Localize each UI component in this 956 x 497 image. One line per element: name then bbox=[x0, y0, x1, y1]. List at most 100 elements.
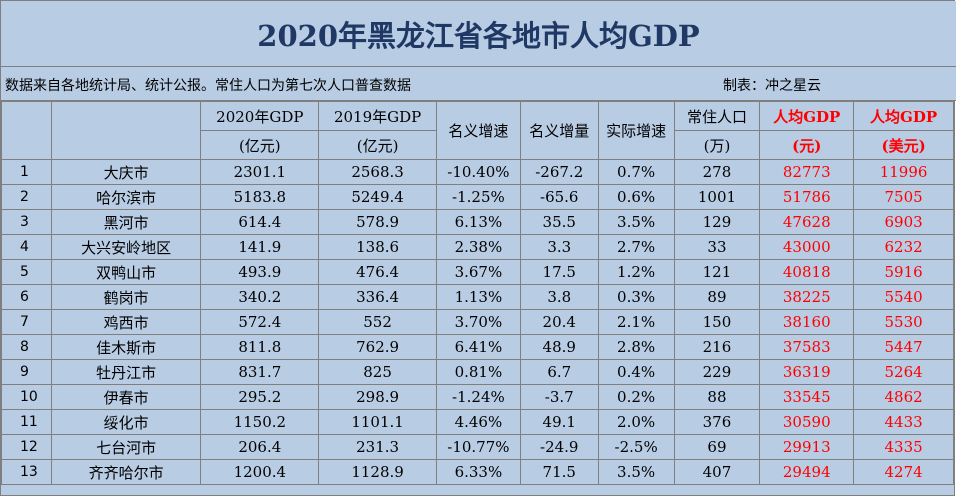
gdp2020-cell: 831.7 bbox=[200, 359, 320, 385]
gdp2020-cell: 141.9 bbox=[200, 234, 320, 260]
nominal-rate-cell: 4.46% bbox=[435, 409, 521, 435]
gdp2019-cell: 138.6 bbox=[318, 234, 437, 260]
per-capita-usd-cell: 4335 bbox=[853, 434, 954, 460]
table-row: 11 绥化市 1150.2 1101.1 4.46% 49.1 2.0% 376 30590 44… bbox=[1, 409, 954, 435]
per-capita-cny-cell: 47628 bbox=[759, 209, 855, 235]
population-cell: 216 bbox=[673, 334, 761, 360]
rank-cell: 13 bbox=[1, 459, 52, 485]
nominal-rate-cell: 3.70% bbox=[435, 309, 521, 335]
rank-cell: 1 bbox=[1, 159, 52, 185]
rank-cell: 9 bbox=[1, 359, 52, 385]
rank-cell: 5 bbox=[1, 259, 52, 285]
gdp2019-cell: 336.4 bbox=[318, 284, 437, 310]
city-cell: 鹤岗市 bbox=[50, 284, 202, 310]
nominal-increase-cell: 3.8 bbox=[519, 284, 599, 310]
population-cell: 376 bbox=[673, 409, 761, 435]
population-cell: 69 bbox=[673, 434, 761, 460]
gdp2020-cell: 5183.8 bbox=[200, 184, 320, 210]
gdp2019-cell: 552 bbox=[318, 309, 437, 335]
header-per-capita-cny-unit: (元) bbox=[759, 130, 855, 160]
nominal-rate-cell: 6.41% bbox=[435, 334, 521, 360]
per-capita-cny-cell: 36319 bbox=[759, 359, 855, 385]
gdp2019-cell: 1101.1 bbox=[318, 409, 437, 435]
gdp2020-cell: 493.9 bbox=[200, 259, 320, 285]
table-row: 3 黑河市 614.4 578.9 6.13% 35.5 3.5% 129 47628 6903 bbox=[1, 209, 954, 235]
gdp2019-cell: 2568.3 bbox=[318, 159, 437, 185]
real-rate-cell: 0.7% bbox=[597, 159, 675, 185]
real-rate-cell: 2.0% bbox=[597, 409, 675, 435]
city-cell: 黑河市 bbox=[50, 209, 202, 235]
maker-note: 制表：冲之星云 bbox=[723, 78, 821, 94]
rank-cell: 4 bbox=[1, 234, 52, 260]
header-per-capita-usd: 人均GDP bbox=[853, 101, 954, 131]
header-gdp2019: 2019年GDP bbox=[318, 101, 437, 131]
rank-cell: 2 bbox=[1, 184, 52, 210]
per-capita-cny-cell: 51786 bbox=[759, 184, 855, 210]
nominal-rate-cell: -1.24% bbox=[435, 384, 521, 410]
per-capita-cny-cell: 29913 bbox=[759, 434, 855, 460]
rank-cell: 10 bbox=[1, 384, 52, 410]
city-cell: 伊春市 bbox=[50, 384, 202, 410]
nominal-rate-cell: 2.38% bbox=[435, 234, 521, 260]
table-body: 1 大庆市 2301.1 2568.3 -10.40% -267.2 0.7% 278 8277… bbox=[1, 159, 954, 485]
header-row-1: 2020年GDP 2019年GDP 名义增速 名义增量 实际增速 常住人口 人均… bbox=[1, 101, 954, 160]
per-capita-usd-cell: 11996 bbox=[853, 159, 954, 185]
gdp2020-cell: 572.4 bbox=[200, 309, 320, 335]
per-capita-usd-cell: 5447 bbox=[853, 334, 954, 360]
nominal-increase-cell: 48.9 bbox=[519, 334, 599, 360]
real-rate-cell: 0.2% bbox=[597, 384, 675, 410]
table-row: 2 哈尔滨市 5183.8 5249.4 -1.25% -65.6 0.6% 1001 5178… bbox=[1, 184, 954, 210]
city-cell: 双鸭山市 bbox=[50, 259, 202, 285]
real-rate-cell: -2.5% bbox=[597, 434, 675, 460]
title-bar: 2020年黑龙江省各地市人均GDP bbox=[1, 1, 956, 67]
per-capita-cny-cell: 40818 bbox=[759, 259, 855, 285]
per-capita-usd-cell: 5530 bbox=[853, 309, 954, 335]
table-row: 7 鸡西市 572.4 552 3.70% 20.4 2.1% 150 38160 5530 bbox=[1, 309, 954, 335]
gdp2020-cell: 295.2 bbox=[200, 384, 320, 410]
page-title: 2020年黑龙江省各地市人均GDP bbox=[257, 18, 700, 53]
city-cell: 佳木斯市 bbox=[50, 334, 202, 360]
table-row: 5 双鸭山市 493.9 476.4 3.67% 17.5 1.2% 121 40818 5916 bbox=[1, 259, 954, 285]
gdp2019-cell: 762.9 bbox=[318, 334, 437, 360]
city-cell: 大兴安岭地区 bbox=[50, 234, 202, 260]
rank-cell: 7 bbox=[1, 309, 52, 335]
source-note: 数据来自各地统计局、统计公报。常住人口为第七次人口普查数据 bbox=[5, 78, 411, 94]
population-cell: 88 bbox=[673, 384, 761, 410]
header-gdp2019-unit: (亿元) bbox=[318, 130, 437, 160]
per-capita-usd-cell: 4274 bbox=[853, 459, 954, 485]
per-capita-usd-cell: 5540 bbox=[853, 284, 954, 310]
gdp2020-cell: 206.4 bbox=[200, 434, 320, 460]
header-population: 常住人口 bbox=[673, 101, 761, 131]
rank-cell: 6 bbox=[1, 284, 52, 310]
population-cell: 121 bbox=[673, 259, 761, 285]
per-capita-usd-cell: 5916 bbox=[853, 259, 954, 285]
city-cell: 齐齐哈尔市 bbox=[50, 459, 202, 485]
real-rate-cell: 3.5% bbox=[597, 209, 675, 235]
nominal-increase-cell: -65.6 bbox=[519, 184, 599, 210]
real-rate-cell: 2.8% bbox=[597, 334, 675, 360]
per-capita-cny-cell: 38225 bbox=[759, 284, 855, 310]
gdp2019-cell: 231.3 bbox=[318, 434, 437, 460]
gdp2020-cell: 811.8 bbox=[200, 334, 320, 360]
table-row: 8 佳木斯市 811.8 762.9 6.41% 48.9 2.8% 216 37583 5447 bbox=[1, 334, 954, 360]
gdp2019-cell: 298.9 bbox=[318, 384, 437, 410]
source-bar: 数据来自各地统计局、统计公报。常住人口为第七次人口普查数据 制表：冲之星云 bbox=[1, 67, 956, 101]
nominal-rate-cell: -1.25% bbox=[435, 184, 521, 210]
gdp2020-cell: 1150.2 bbox=[200, 409, 320, 435]
nominal-rate-cell: 6.13% bbox=[435, 209, 521, 235]
header-nominal-rate: 名义增速 bbox=[435, 101, 521, 160]
rank-cell: 8 bbox=[1, 334, 52, 360]
table-row: 6 鹤岗市 340.2 336.4 1.13% 3.8 0.3% 89 38225 5540 bbox=[1, 284, 954, 310]
city-cell: 哈尔滨市 bbox=[50, 184, 202, 210]
gdp2020-cell: 340.2 bbox=[200, 284, 320, 310]
header-population-unit: (万) bbox=[673, 130, 761, 160]
real-rate-cell: 0.6% bbox=[597, 184, 675, 210]
per-capita-usd-cell: 5264 bbox=[853, 359, 954, 385]
header-nominal-increase: 名义增量 bbox=[519, 101, 599, 160]
city-cell: 鸡西市 bbox=[50, 309, 202, 335]
per-capita-usd-cell: 6903 bbox=[853, 209, 954, 235]
table-row: 1 大庆市 2301.1 2568.3 -10.40% -267.2 0.7% 278 8277… bbox=[1, 159, 954, 185]
city-cell: 大庆市 bbox=[50, 159, 202, 185]
population-cell: 33 bbox=[673, 234, 761, 260]
per-capita-usd-cell: 6232 bbox=[853, 234, 954, 260]
